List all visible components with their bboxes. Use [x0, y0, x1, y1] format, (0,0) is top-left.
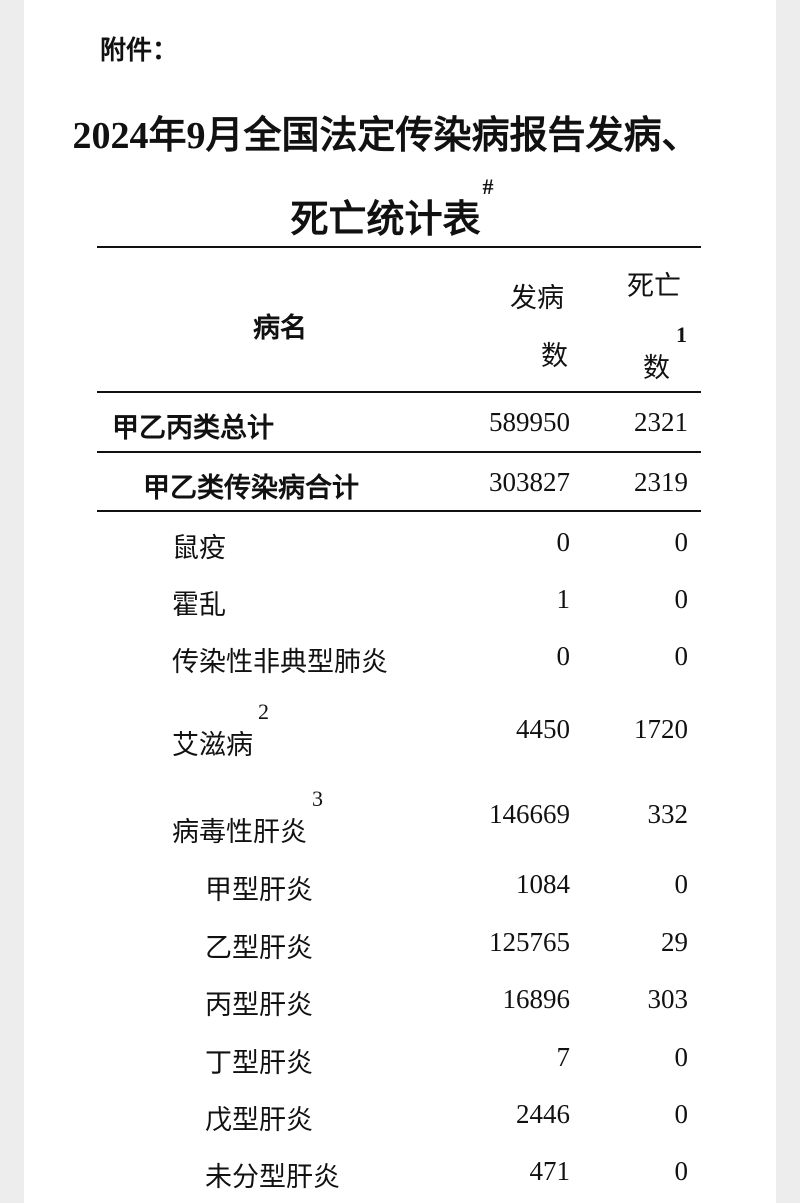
- disease-name-text: 丙型肝炎: [205, 990, 313, 1021]
- footnote-mark: 2: [258, 699, 269, 724]
- header-deaths-line1: 死亡: [627, 271, 681, 302]
- deaths-value: 2321: [634, 407, 688, 437]
- deaths-value: 0: [674, 584, 689, 614]
- disease-name-text: 甲乙类传染病合计: [143, 473, 359, 504]
- total-bottom-rule: [97, 451, 701, 453]
- disease-name: 甲乙丙类总计: [112, 406, 274, 445]
- table-top-rule: [97, 246, 701, 248]
- cases-value: 303827: [489, 467, 570, 497]
- disease-name-text: 甲乙丙类总计: [112, 413, 274, 444]
- page-title-line2: 死亡统计表#: [0, 174, 792, 243]
- footnote-mark: 3: [312, 786, 323, 811]
- cases-value: 146669: [489, 799, 570, 829]
- deaths-value: 0: [674, 641, 689, 671]
- disease-name-text: 病毒性肝炎: [172, 817, 307, 848]
- disease-name: 戊型肝炎: [205, 1098, 313, 1137]
- disease-name-text: 鼠疫: [172, 533, 226, 564]
- disease-name-text: 甲型肝炎: [205, 875, 313, 906]
- disease-name-text: 戊型肝炎: [205, 1105, 313, 1136]
- page-edge-left: [0, 0, 24, 1203]
- cases-value: 1: [556, 584, 571, 614]
- disease-name: 丁型肝炎: [205, 1041, 313, 1080]
- disease-name: 未分型肝炎: [205, 1155, 340, 1194]
- deaths-value: 0: [674, 1099, 689, 1129]
- disease-name: 丙型肝炎: [205, 983, 313, 1022]
- cases-value: 0: [556, 641, 571, 671]
- header-cases-line2: 数: [541, 341, 568, 372]
- cases-value: 1084: [516, 869, 570, 899]
- disease-name: 乙型肝炎: [205, 926, 313, 965]
- disease-name: 甲乙类传染病合计: [143, 466, 359, 505]
- disease-name: 艾滋病 2: [172, 699, 269, 762]
- disease-name-text: 乙型肝炎: [205, 933, 313, 964]
- header-deaths-line2: 数: [643, 353, 670, 384]
- subtotal-bottom-rule: [97, 510, 701, 512]
- disease-name: 传染性非典型肺炎: [172, 640, 388, 679]
- disease-name: 鼠疫: [172, 526, 226, 565]
- header-disease: 病名: [253, 313, 307, 344]
- disease-name: 霍乱: [172, 583, 226, 622]
- deaths-value: 0: [674, 869, 689, 899]
- header-deaths-footnote: 1: [676, 322, 687, 347]
- cases-value: 2446: [516, 1099, 570, 1129]
- deaths-value: 0: [674, 1042, 689, 1072]
- disease-name-text: 传染性非典型肺炎: [172, 647, 388, 678]
- cases-value: 589950: [489, 407, 570, 437]
- deaths-value: 332: [647, 799, 689, 829]
- cases-value: 125765: [489, 927, 570, 957]
- cases-value: 4450: [516, 714, 570, 744]
- page-title-line1: 2024年9月全国法定传染病报告发病、: [72, 115, 700, 157]
- title-text: 死亡统计表: [290, 199, 481, 241]
- cases-value: 16896: [502, 984, 571, 1014]
- disease-name-text: 未分型肝炎: [205, 1162, 340, 1193]
- deaths-value: 303: [647, 984, 689, 1014]
- disease-name-text: 艾滋病: [172, 730, 253, 761]
- deaths-value: 1720: [634, 714, 688, 744]
- cases-value: 471: [529, 1156, 571, 1186]
- disease-name-text: 丁型肝炎: [205, 1048, 313, 1079]
- disease-name: 病毒性肝炎 3: [172, 786, 323, 849]
- deaths-value: 29: [661, 927, 688, 957]
- title-footnote-mark: #: [482, 174, 494, 199]
- header-bottom-rule: [97, 391, 701, 393]
- deaths-value: 0: [674, 1156, 689, 1186]
- header-cases-line1: 发病: [510, 283, 564, 314]
- attachment-label: 附件：: [100, 36, 179, 66]
- deaths-value: 0: [674, 527, 689, 557]
- deaths-value: 2319: [634, 467, 688, 497]
- disease-name-text: 霍乱: [172, 590, 226, 621]
- cases-value: 0: [556, 527, 571, 557]
- cases-value: 7: [556, 1042, 571, 1072]
- disease-name: 甲型肝炎: [205, 868, 313, 907]
- page-edge-right: [776, 0, 800, 1203]
